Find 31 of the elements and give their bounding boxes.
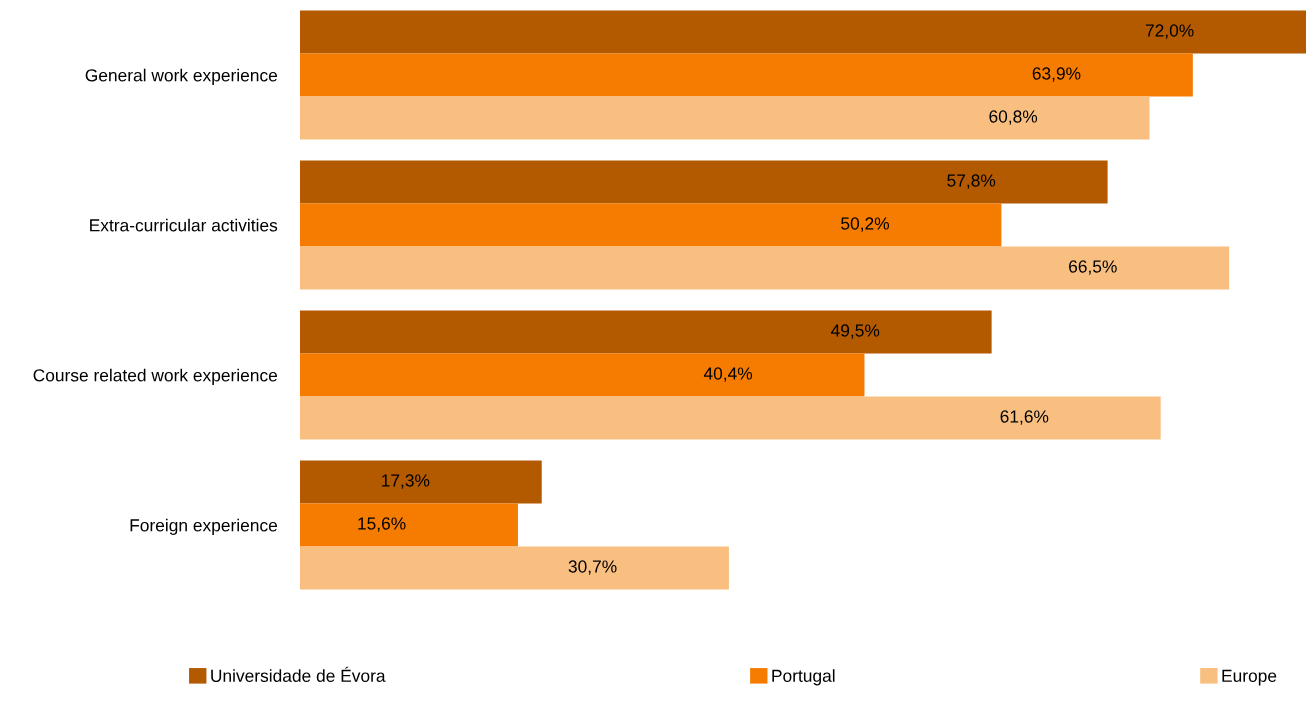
bar [300,203,1002,247]
data-label: 50,2% [841,217,890,232]
bar [300,460,542,504]
y-tick-label: Course related work experience [33,368,278,385]
data-label: 40,4% [703,367,753,382]
legend-label: Portugal [772,669,835,686]
y-tick-label: General work experience [85,68,278,85]
bar [300,503,518,547]
data-label: 49,5% [831,324,880,339]
data-label: 72,0% [1145,24,1194,39]
bar [300,160,1108,204]
legend-label: Europe [1222,669,1277,686]
bar [300,96,1150,140]
data-label: 15,6% [358,517,406,532]
data-label: 60,8% [989,110,1038,125]
y-tick-label: Foreign experience [130,518,278,535]
data-label: 57,8% [947,174,996,189]
bar [300,546,729,590]
bar [300,10,1306,54]
bar [300,353,865,397]
data-label: 63,9% [1032,67,1081,82]
bar [300,53,1193,97]
data-label: 30,7% [568,560,617,575]
bar [300,396,1161,440]
bar [300,246,1230,290]
legend-label: Universidade de Évora [211,666,386,682]
data-label: 66,5% [1069,260,1117,275]
data-label: 61,6% [1000,410,1049,425]
data-label: 17,3% [382,474,430,489]
bar [300,310,992,354]
y-tick-label: Extra-curricular activities [90,218,278,232]
